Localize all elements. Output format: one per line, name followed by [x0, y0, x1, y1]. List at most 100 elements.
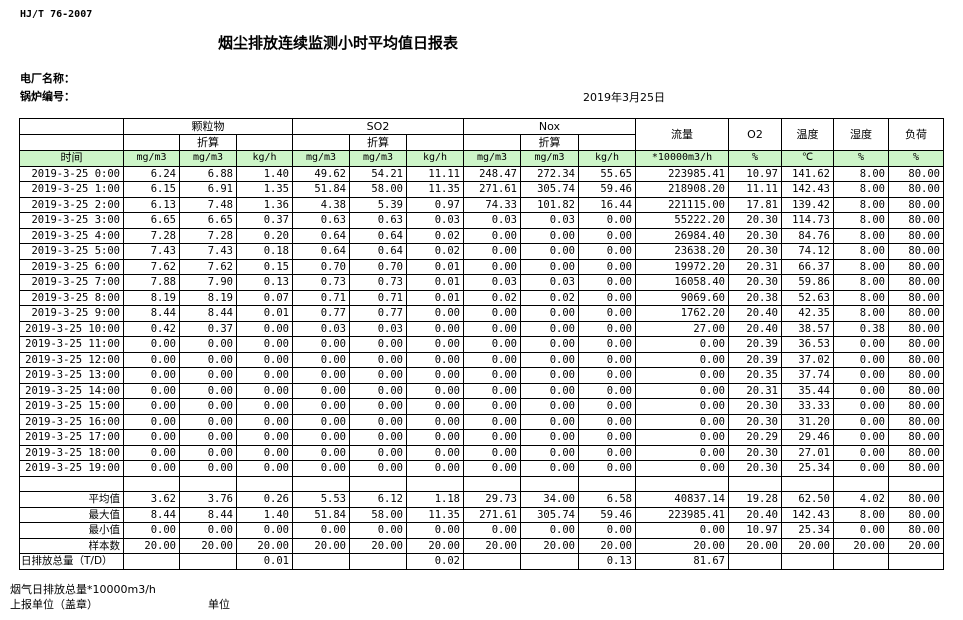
value-cell: 0.00	[349, 336, 407, 353]
value-cell: 0.00	[833, 444, 889, 461]
value-cell: 0.64	[349, 227, 407, 244]
value-cell: 0.63	[349, 212, 407, 229]
value-cell: 0.00	[463, 227, 521, 244]
header-blank	[236, 134, 293, 151]
value-cell: 0.70	[349, 258, 407, 275]
value-cell: 8.00	[833, 243, 889, 260]
value-cell: 20.00	[728, 537, 782, 554]
table-row: 2019-3-25 5:00 7.43 7.43 0.18 0.64 0.64 0.02 0.…	[19, 243, 944, 260]
value-cell: 0.00	[349, 429, 407, 446]
value-cell	[349, 475, 407, 492]
value-cell: 20.30	[728, 460, 782, 477]
value-cell: 80.00	[888, 506, 944, 523]
header-nox-converted: 折算	[520, 134, 579, 151]
value-cell: 20.30	[728, 274, 782, 291]
value-cell: 8.44	[123, 305, 180, 322]
value-cell: 0.00	[463, 460, 521, 477]
value-cell: 6.24	[123, 165, 180, 182]
value-cell: 7.28	[123, 227, 180, 244]
value-cell: 52.63	[781, 289, 834, 306]
unit-row: 时间 mg/m3 mg/m3 kg/h mg/m3 mg/m3 kg/h mg/m3 mg/m…	[19, 150, 944, 167]
value-cell	[406, 475, 464, 492]
value-cell: 6.15	[123, 181, 180, 198]
value-cell: 20.00	[888, 537, 944, 554]
value-cell: 0.00	[520, 336, 579, 353]
value-cell	[833, 475, 889, 492]
value-cell: 0.71	[292, 289, 350, 306]
value-cell: 42.35	[781, 305, 834, 322]
header-blank	[19, 134, 124, 151]
value-cell: 80.00	[888, 181, 944, 198]
header-row-1: 颗粒物 SO2 Nox 流量 O2 温度 湿度 负荷	[19, 118, 944, 151]
value-cell: 0.37	[236, 212, 293, 229]
value-cell: 0.01	[406, 289, 464, 306]
value-cell: 62.50	[781, 491, 834, 508]
value-cell: 305.74	[520, 506, 579, 523]
value-cell: 80.00	[888, 413, 944, 430]
header-blank	[292, 134, 350, 151]
value-cell: 0.18	[236, 243, 293, 260]
value-cell: 0.00	[406, 429, 464, 446]
value-cell: 0.00	[123, 351, 180, 368]
header-o2: O2	[728, 118, 782, 151]
value-cell: 0.00	[578, 382, 636, 399]
time-cell: 2019-3-25 3:00	[19, 212, 124, 229]
time-cell: 2019-3-25 12:00	[19, 351, 124, 368]
value-cell: 0.02	[463, 289, 521, 306]
value-cell: 20.00	[578, 537, 636, 554]
value-cell: 10.97	[728, 522, 782, 539]
header-time: 时间	[19, 150, 124, 167]
value-cell: 142.43	[781, 181, 834, 198]
value-cell: 35.44	[781, 382, 834, 399]
row-label: 样本数	[19, 537, 124, 554]
value-cell: 0.63	[292, 212, 350, 229]
value-cell: 8.00	[833, 212, 889, 229]
value-cell: 6.88	[179, 165, 237, 182]
value-cell: 0.13	[236, 274, 293, 291]
value-cell: 0.00	[406, 320, 464, 337]
value-cell: 0.00	[463, 382, 521, 399]
value-cell: 0.00	[179, 336, 237, 353]
value-cell: 0.00	[578, 413, 636, 430]
value-cell: 0.00	[578, 336, 636, 353]
value-cell: 0.00	[292, 351, 350, 368]
unit-cell: kg/h	[236, 150, 293, 167]
value-cell: 80.00	[888, 429, 944, 446]
value-cell: 0.00	[463, 258, 521, 275]
value-cell: 20.30	[728, 444, 782, 461]
value-cell: 0.00	[520, 351, 579, 368]
value-cell: 80.00	[888, 243, 944, 260]
table-row: 2019-3-25 1:00 6.15 6.91 1.35 51.84 58.00 11.3…	[19, 181, 944, 198]
value-cell: 1.36	[236, 196, 293, 213]
value-cell: 0.00	[833, 413, 889, 430]
value-cell: 0.00	[578, 398, 636, 415]
unit-cell: mg/m3	[349, 150, 407, 167]
standard-code: HJ/T 76-2007	[20, 9, 93, 20]
value-cell: 0.00	[635, 444, 729, 461]
value-cell: 49.62	[292, 165, 350, 182]
value-cell: 0.00	[123, 460, 180, 477]
value-cell	[888, 475, 944, 492]
value-cell: 1.35	[236, 181, 293, 198]
table-row: 2019-3-25 14:00 0.00 0.00 0.00 0.00 0.00 0.00 0…	[19, 382, 944, 399]
value-cell: 0.00	[236, 444, 293, 461]
value-cell: 80.00	[888, 336, 944, 353]
value-cell: 0.03	[520, 212, 579, 229]
value-cell: 59.86	[781, 274, 834, 291]
value-cell: 5.53	[292, 491, 350, 508]
value-cell: 1762.20	[635, 305, 729, 322]
value-cell: 0.00	[123, 444, 180, 461]
value-cell: 26984.40	[635, 227, 729, 244]
time-cell: 2019-3-25 13:00	[19, 367, 124, 384]
table-row: 2019-3-25 12:00 0.00 0.00 0.00 0.00 0.00 0.00 0…	[19, 351, 944, 368]
value-cell: 0.00	[179, 522, 237, 539]
value-cell: 0.00	[520, 227, 579, 244]
value-cell: 81.67	[635, 553, 729, 570]
value-cell: 8.00	[833, 196, 889, 213]
value-cell: 0.00	[236, 429, 293, 446]
value-cell: 16058.40	[635, 274, 729, 291]
value-cell: 0.01	[406, 258, 464, 275]
summary-row: 样本数 20.00 20.00 20.00 20.00 20.00 20.00 20.00 20…	[19, 537, 944, 554]
value-cell: 40837.14	[635, 491, 729, 508]
value-cell: 0.00	[833, 460, 889, 477]
